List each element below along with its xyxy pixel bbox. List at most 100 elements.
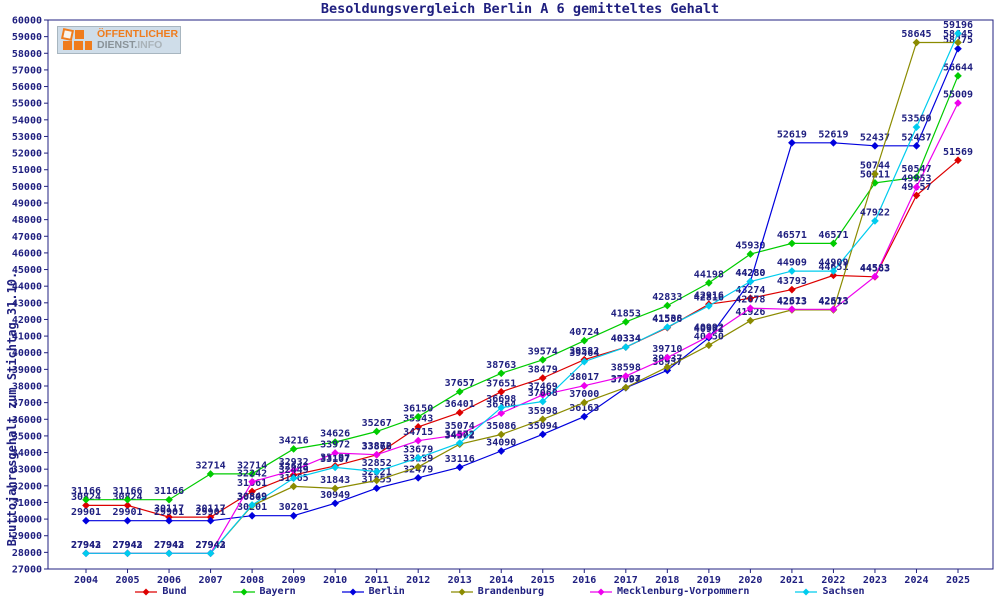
data-point-label: 32852 xyxy=(362,458,392,469)
data-point-label: 43274 xyxy=(735,285,765,296)
data-point-label: 42573 xyxy=(818,296,848,307)
data-point-label: 33866 xyxy=(362,441,392,452)
data-point-label: 44583 xyxy=(860,263,890,274)
data-point-label: 27943 xyxy=(112,540,142,551)
legend-marker-icon xyxy=(450,588,473,595)
svg-text:35000: 35000 xyxy=(12,431,42,442)
series-line xyxy=(86,75,959,501)
svg-text:2016: 2016 xyxy=(572,575,596,586)
data-point-label: 37068 xyxy=(528,388,558,399)
data-point-label: 42613 xyxy=(818,296,848,307)
data-point-label: 41506 xyxy=(652,314,682,325)
data-point-label: 51569 xyxy=(943,147,973,158)
data-point-label: 44280 xyxy=(735,268,765,279)
series-bayern: 31166 31166 31166 32714 32714 34216 34626 35267… xyxy=(71,62,973,504)
data-point-label: 40334 xyxy=(611,334,641,345)
svg-text:2007: 2007 xyxy=(199,575,223,586)
svg-text:41000: 41000 xyxy=(12,332,42,343)
legend-marker-icon xyxy=(135,588,158,595)
data-point-label: 40334 xyxy=(611,334,641,345)
svg-text:2015: 2015 xyxy=(531,575,555,586)
logo-squares-icon xyxy=(60,27,93,52)
svg-text:28000: 28000 xyxy=(12,548,42,559)
legend-item-bayern: Bayern xyxy=(232,586,296,597)
data-point-label: 52619 xyxy=(777,129,807,140)
data-point-label: 44909 xyxy=(818,258,848,269)
svg-text:54000: 54000 xyxy=(12,115,42,126)
data-point-label: 36150 xyxy=(403,403,433,414)
svg-text:2004: 2004 xyxy=(74,575,98,586)
data-point-label: 42816 xyxy=(694,292,724,303)
data-point-label: 27943 xyxy=(196,540,226,551)
legend-item-berlin: Berlin xyxy=(341,586,405,597)
data-point-label: 38598 xyxy=(611,363,641,374)
oeffentlicher-dienst-logo: ÖFFENTLICHER DIENST.INFO xyxy=(57,26,181,54)
data-point-label: 35074 xyxy=(445,421,475,432)
data-point-label: 34715 xyxy=(403,427,433,438)
data-point-label: 45930 xyxy=(735,241,765,252)
data-point-label: 50547 xyxy=(901,164,931,175)
data-point-label: 37469 xyxy=(528,381,558,392)
data-point-label: 33872 xyxy=(362,441,392,452)
data-point-label: 40992 xyxy=(694,323,724,334)
legend-marker-icon xyxy=(589,588,612,595)
svg-text:44000: 44000 xyxy=(12,282,42,293)
data-point-label: 39464 xyxy=(569,348,599,359)
data-point-label: 59196 xyxy=(943,20,973,31)
data-point-label: 31843 xyxy=(320,475,350,486)
data-point-label: 27943 xyxy=(71,540,101,551)
legend-marker-icon xyxy=(795,588,818,595)
svg-text:29000: 29000 xyxy=(12,531,42,542)
chart-title: Besoldungsvergleich Berlin A 6 gemittelt… xyxy=(320,1,720,17)
svg-text:38000: 38000 xyxy=(12,382,42,393)
svg-text:40000: 40000 xyxy=(12,348,42,359)
data-point-label: 34572 xyxy=(445,430,475,441)
data-point-label: 32242 xyxy=(237,468,267,479)
svg-text:27000: 27000 xyxy=(12,565,42,576)
data-point-label: 30949 xyxy=(320,490,350,501)
svg-text:36000: 36000 xyxy=(12,415,42,426)
data-point-label: 33197 xyxy=(320,452,350,463)
data-point-label: 44563 xyxy=(860,263,890,274)
data-point-label: 27942 xyxy=(71,540,101,551)
svg-text:2008: 2008 xyxy=(240,575,264,586)
data-point-label: 32932 xyxy=(279,457,309,468)
data-point-label: 41538 xyxy=(652,314,682,325)
data-point-label: 41926 xyxy=(735,307,765,318)
legend-item-brandenburg: Brandenburg xyxy=(450,586,544,597)
data-point-label: 27942 xyxy=(154,540,184,551)
data-point-label: 34216 xyxy=(279,435,309,446)
svg-text:2019: 2019 xyxy=(697,575,721,586)
data-point-label: 44280 xyxy=(735,268,765,279)
svg-text:2017: 2017 xyxy=(614,575,638,586)
svg-text:59000: 59000 xyxy=(12,32,42,43)
series-line xyxy=(86,159,959,518)
data-point-label: 30117 xyxy=(196,504,226,515)
svg-text:42000: 42000 xyxy=(12,315,42,326)
data-point-label: 44198 xyxy=(694,269,724,280)
svg-text:33000: 33000 xyxy=(12,465,42,476)
legend-marker-icon xyxy=(341,588,364,595)
svg-text:2025: 2025 xyxy=(946,575,970,586)
legend-label: Brandenburg xyxy=(477,586,544,597)
svg-text:30000: 30000 xyxy=(12,515,42,526)
data-point-label: 46571 xyxy=(818,230,848,241)
svg-text:37000: 37000 xyxy=(12,398,42,409)
data-point-label: 32714 xyxy=(196,460,226,471)
data-point-label: 35998 xyxy=(528,406,558,417)
svg-text:31000: 31000 xyxy=(12,498,42,509)
data-point-label: 52437 xyxy=(860,132,890,143)
svg-text:39000: 39000 xyxy=(12,365,42,376)
svg-text:47000: 47000 xyxy=(12,232,42,243)
data-point-label: 56644 xyxy=(943,62,973,73)
data-point-label: 30117 xyxy=(154,504,184,515)
chart-legend: Bund Bayern Berlin Brandenburg Mecklenburg-V… xyxy=(0,586,1000,597)
data-point-label: 30809 xyxy=(237,492,267,503)
data-point-label: 36163 xyxy=(569,403,599,414)
data-point-label: 44909 xyxy=(777,258,807,269)
data-point-label: 42678 xyxy=(735,295,765,306)
data-point-label: 32449 xyxy=(279,465,309,476)
svg-text:56000: 56000 xyxy=(12,82,42,93)
